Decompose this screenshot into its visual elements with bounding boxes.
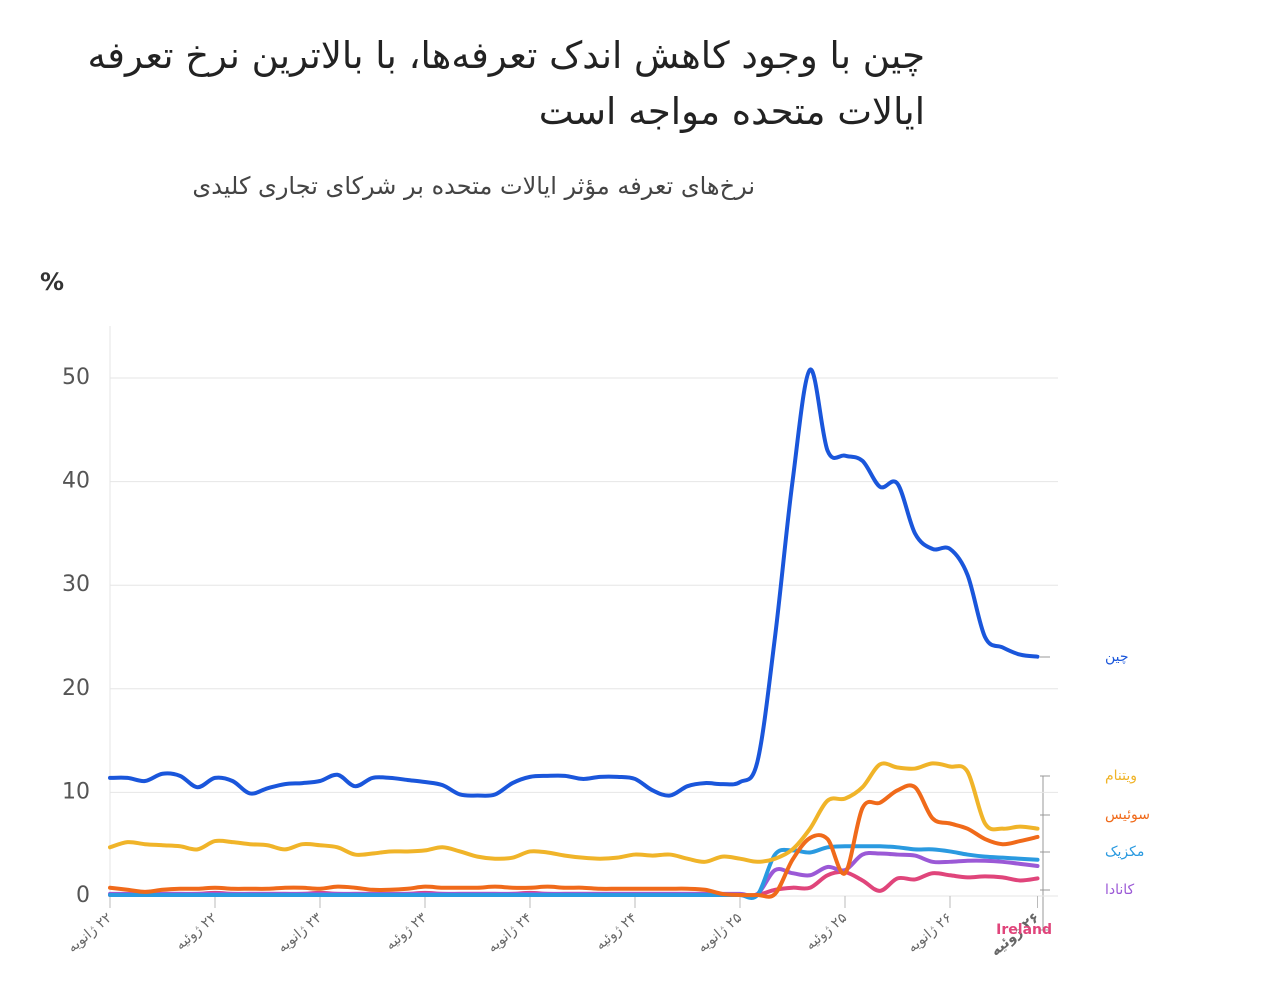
y-tick-label: 0 xyxy=(76,883,90,908)
y-tick-label: 40 xyxy=(62,469,90,494)
x-tick-label: ۲۶ ژانویه xyxy=(904,910,955,956)
chart-subtitle: نرخ‌های تعرفه مؤثر ایالات متحده بر شرکای… xyxy=(192,172,755,200)
series-label: سوئیس xyxy=(1105,807,1150,823)
series-label: ویتنام xyxy=(1105,768,1137,784)
y-tick-label: 20 xyxy=(62,676,90,701)
x-tick-label: ۲۴ ژانویه xyxy=(484,910,535,956)
y-tick-label: 50 xyxy=(62,365,90,390)
y-tick-label: 30 xyxy=(62,572,90,597)
x-tick-label: ۲۵ ژوئیه xyxy=(803,910,851,954)
y-axis-label: % xyxy=(40,268,64,296)
x-tick-label: ۲۲ ژوئیه xyxy=(173,910,221,954)
series-line xyxy=(108,844,1040,900)
series-line xyxy=(108,367,1040,798)
chart-title: چین با وجود کاهش اندک تعرفه‌ها، با بالات… xyxy=(87,34,925,133)
y-tick-label: 10 xyxy=(62,779,90,804)
series-line xyxy=(108,869,1040,898)
series-line xyxy=(108,761,1040,864)
x-tick-label: ۲۳ ژانویه xyxy=(274,910,325,956)
series-label: کانادا xyxy=(1105,882,1135,898)
series-line xyxy=(108,783,1040,899)
series-label: Ireland xyxy=(996,922,1052,938)
x-tick-label: ۲۲ ژانویه xyxy=(64,910,115,956)
x-tick-label: ۲۵ ژانویه xyxy=(694,910,745,956)
series-label: چین xyxy=(1105,649,1129,665)
x-tick-label: ۲۳ ژوئیه xyxy=(383,910,431,954)
series-label: مکزیک xyxy=(1105,844,1144,860)
x-tick-label: ۲۴ ژوئیه xyxy=(593,910,641,954)
